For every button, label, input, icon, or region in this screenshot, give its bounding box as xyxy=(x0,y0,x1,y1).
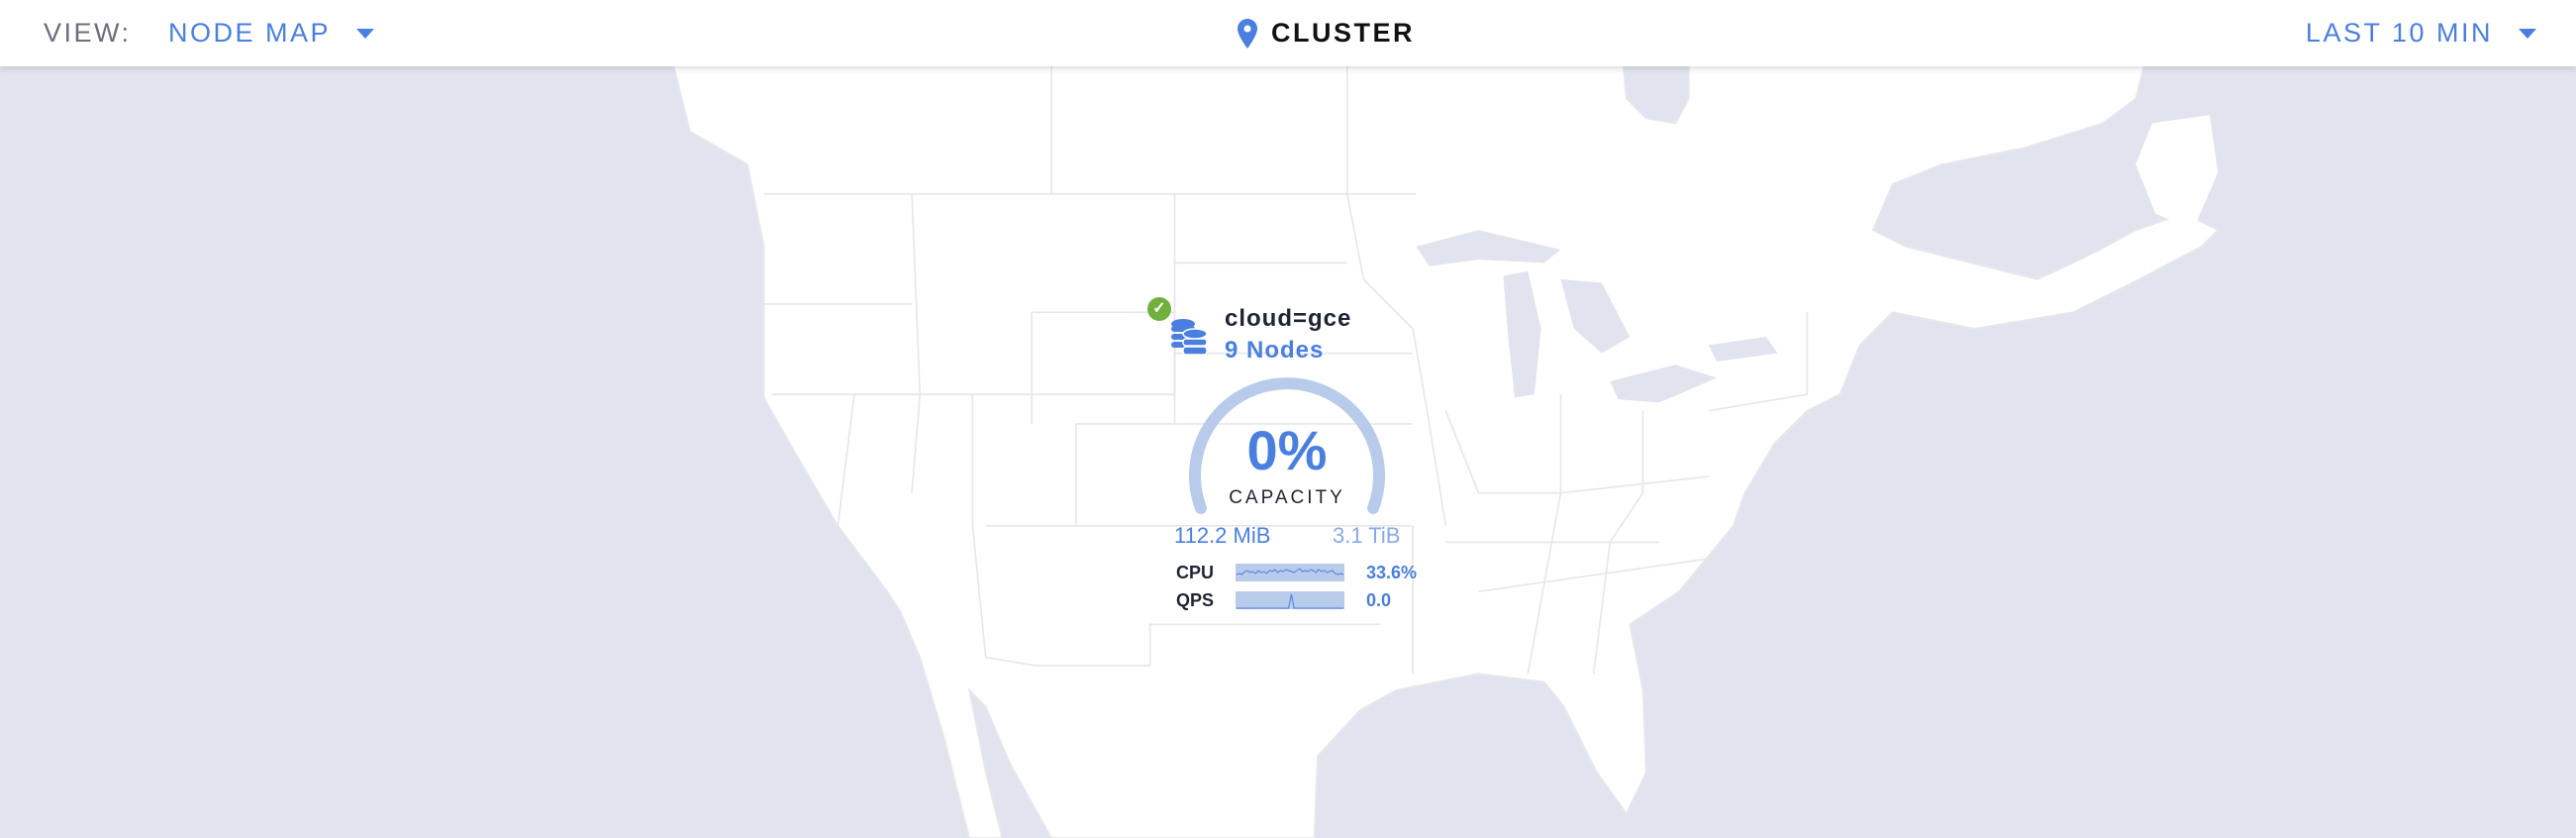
great-lakes xyxy=(1416,230,1778,403)
capacity-percent: 0% xyxy=(1246,419,1328,481)
time-range-value: LAST 10 MIN xyxy=(2305,18,2493,48)
node-count-link[interactable]: 9 Nodes xyxy=(1225,337,1325,364)
north-america-landmass xyxy=(672,64,2220,838)
top-bar: VIEW: NODE MAP CLUSTER LAST 10 MIN xyxy=(0,0,2576,66)
cluster-breadcrumb[interactable]: CLUSTER xyxy=(1238,0,1415,66)
state-borders xyxy=(763,65,1809,675)
cpu-metric-row: CPU 33.6% xyxy=(1176,562,1417,583)
cpu-sparkline xyxy=(1236,564,1344,581)
gauge-track xyxy=(1189,377,1385,514)
view-dropdown[interactable]: NODE MAP xyxy=(168,0,375,66)
view-dropdown-value: NODE MAP xyxy=(168,18,332,48)
cpu-value: 33.6% xyxy=(1366,562,1418,582)
qps-value: 0.0 xyxy=(1366,589,1392,610)
capacity-used: 112.2 MiB xyxy=(1174,523,1271,548)
qps-sparkline xyxy=(1236,591,1344,609)
cluster-title: CLUSTER xyxy=(1271,18,1415,48)
time-range-dropdown[interactable]: LAST 10 MIN xyxy=(2306,0,2536,66)
check-circle-icon: ✓ xyxy=(1147,297,1171,321)
qps-sparkline-line xyxy=(1237,593,1343,609)
qps-label: QPS xyxy=(1176,589,1215,610)
qps-metric-row: QPS 0.0 xyxy=(1176,589,1391,611)
cpu-sparkline-line xyxy=(1236,568,1344,576)
map-pin-icon xyxy=(1238,18,1257,49)
view-label: VIEW: xyxy=(44,18,132,48)
capacity-gauge xyxy=(1189,377,1385,514)
caret-down-icon xyxy=(356,28,375,39)
newfoundland xyxy=(2135,115,2219,231)
database-icon xyxy=(1171,319,1208,356)
locality-node-widget[interactable]: ✓ cloud=gce 9 Nodes 0% CAPACITY 112.2 Mi… xyxy=(1139,287,1436,624)
capacity-total: 3.1 TiB xyxy=(1333,523,1401,548)
locality-label: cloud=gce xyxy=(1225,305,1352,332)
cpu-label: CPU xyxy=(1176,562,1215,582)
caret-down-icon xyxy=(2519,28,2536,39)
capacity-label: CAPACITY xyxy=(1229,487,1345,508)
